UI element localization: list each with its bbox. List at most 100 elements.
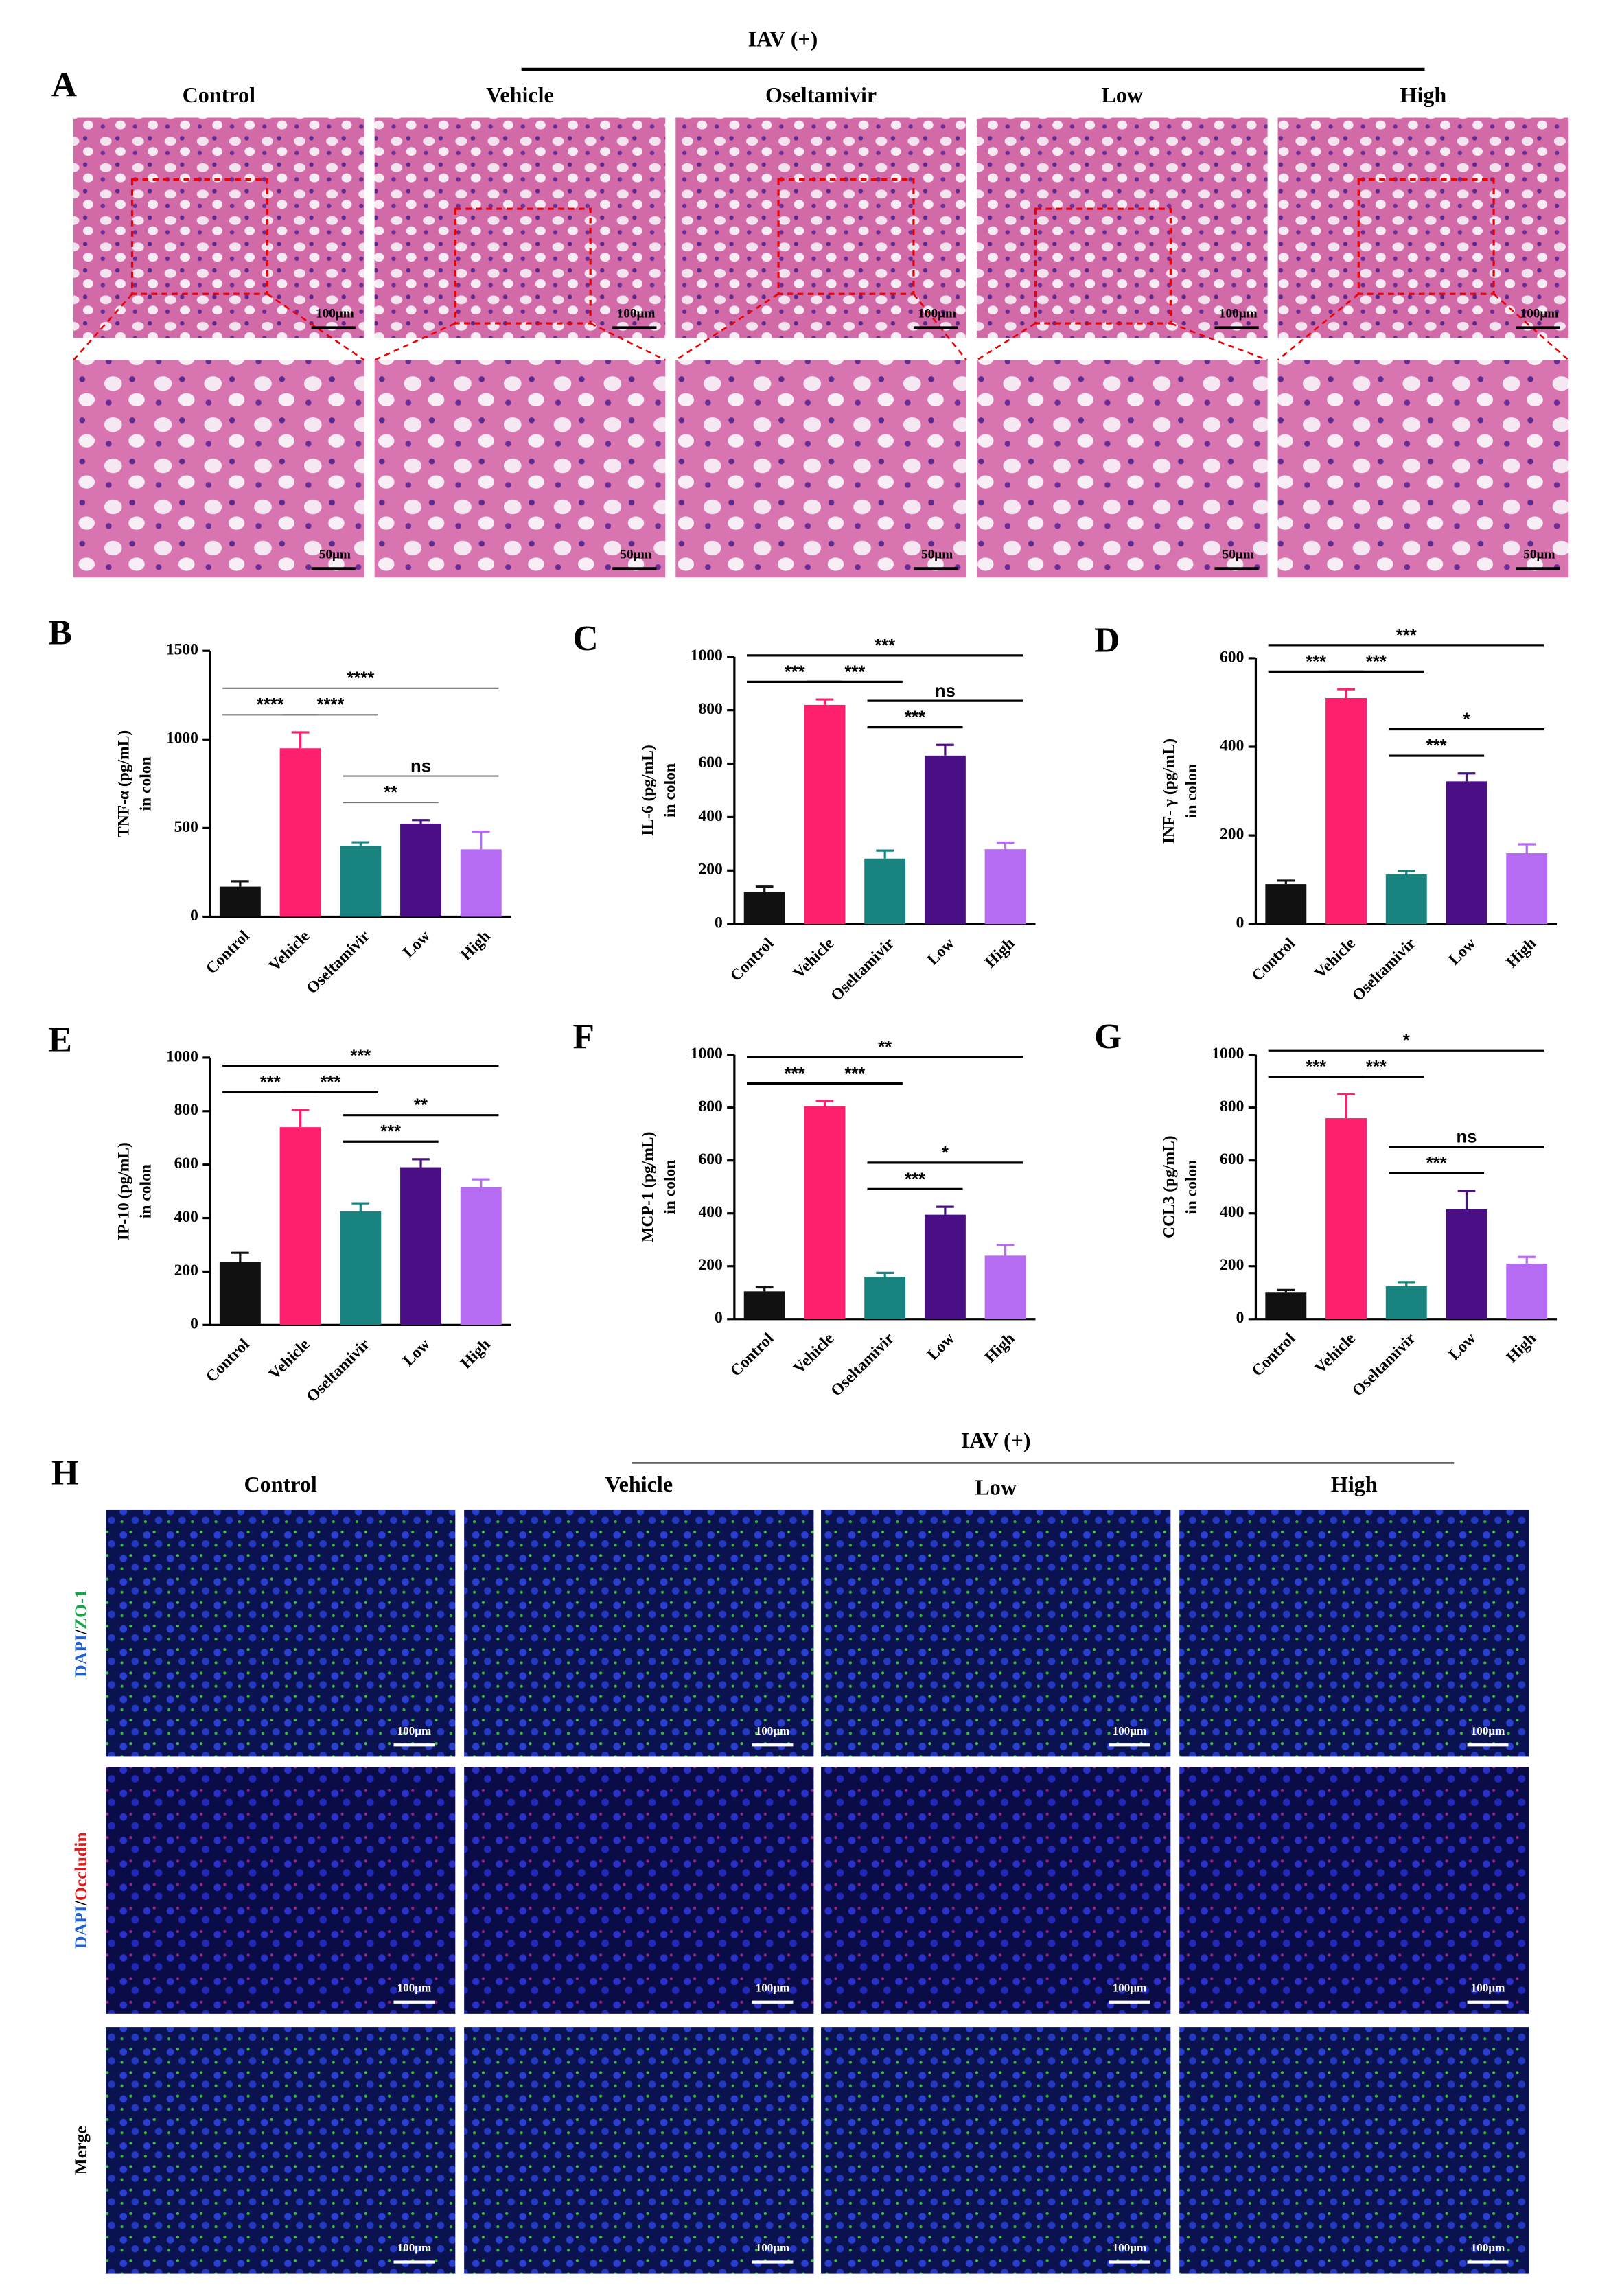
- y-tick-label: 0: [190, 1315, 198, 1333]
- significance-label: **: [384, 783, 397, 802]
- significance-label: ***: [785, 1064, 805, 1083]
- column-label: Oseltamivir: [765, 82, 877, 107]
- bar: [1506, 853, 1548, 925]
- bar: [460, 849, 502, 917]
- y-tick-label: 800: [698, 1098, 722, 1115]
- y-tick-label: 1500: [166, 641, 198, 659]
- panel-letter: G: [1094, 1017, 1122, 1056]
- group-label: IAV (+): [748, 27, 818, 51]
- he-image: [1277, 117, 1569, 338]
- bar: [924, 1214, 966, 1319]
- x-tick-label: Oseltamivir: [303, 927, 373, 997]
- group-label: IAV (+): [961, 1428, 1031, 1452]
- he-image: [73, 117, 364, 338]
- bar: [804, 1106, 846, 1319]
- zoom-box: [454, 207, 592, 325]
- scale-label: 100μm: [918, 307, 956, 321]
- scale-label: 50μm: [620, 548, 651, 562]
- significance-label: ***: [260, 1073, 281, 1092]
- column-label: Low: [975, 1474, 1017, 1499]
- x-tick-label: Low: [924, 935, 958, 969]
- x-tick-label: Vehicle: [266, 1336, 313, 1383]
- column-label: Vehicle: [486, 82, 554, 107]
- zoom-line: [266, 293, 365, 361]
- significance-label: **: [414, 1096, 428, 1115]
- column-label: Low: [1101, 82, 1143, 107]
- y-tick-label: 600: [1220, 1150, 1244, 1168]
- panel-letter: D: [1094, 621, 1120, 660]
- row-label-part: DAPI: [71, 1905, 91, 1949]
- scale-label: 100μm: [397, 2241, 432, 2254]
- column-label: Control: [183, 82, 255, 107]
- x-tick-label: Control: [727, 934, 778, 985]
- significance-label: ***: [1306, 652, 1326, 671]
- he-image-zoom: [1277, 360, 1569, 578]
- significance-label: ns: [1457, 1128, 1477, 1147]
- significance-label: ***: [844, 662, 865, 682]
- bar: [460, 1187, 502, 1325]
- panel-letter: B: [49, 614, 72, 653]
- column-label: High: [1400, 82, 1446, 107]
- y-tick-label: 0: [715, 914, 723, 932]
- significance-label: ****: [316, 695, 344, 715]
- y-tick-label: 400: [1220, 737, 1244, 754]
- significance-label: **: [878, 1038, 892, 1057]
- significance-label: ***: [1396, 626, 1417, 645]
- x-tick-label: Control: [202, 1335, 253, 1386]
- y-axis-label: in colon: [137, 1164, 154, 1218]
- y-tick-label: 800: [174, 1101, 198, 1119]
- x-tick-label: Vehicle: [790, 935, 837, 982]
- row-label-part: Merge: [71, 2126, 91, 2175]
- scale-label: 100μm: [1471, 1724, 1505, 1737]
- bar: [804, 704, 846, 925]
- significance-label: ***: [1366, 1058, 1387, 1077]
- significance-label: *: [942, 1144, 949, 1163]
- y-axis-label: INF- γ (pg/mL): [1161, 739, 1179, 844]
- bar: [1446, 1209, 1487, 1319]
- y-tick-label: 500: [174, 818, 198, 836]
- y-tick-label: 600: [174, 1155, 198, 1172]
- fluorescence-image: [464, 1509, 814, 1757]
- scale-label: 100μm: [1471, 1981, 1505, 1994]
- fluorescence-image: [1179, 2027, 1529, 2274]
- column-label: Vehicle: [605, 1472, 673, 1496]
- y-tick-label: 200: [1220, 826, 1244, 844]
- y-tick-label: 0: [1236, 914, 1244, 932]
- he-image-zoom: [374, 360, 666, 578]
- row-label: Merge: [71, 2126, 91, 2175]
- x-tick-label: High: [982, 1330, 1019, 1367]
- zoom-box: [1357, 178, 1495, 295]
- x-tick-label: Oseltamivir: [303, 1336, 373, 1406]
- row-label: DAPI/ZO-1: [71, 1590, 91, 1678]
- significance-label: ***: [1426, 737, 1447, 756]
- significance-label: ****: [257, 695, 284, 715]
- significance-label: *: [1463, 710, 1470, 729]
- y-tick-label: 400: [1220, 1203, 1244, 1221]
- row-label-part: /: [71, 1900, 91, 1906]
- bar: [219, 886, 261, 917]
- zoom-line: [1277, 293, 1360, 361]
- y-tick-label: 200: [698, 861, 722, 879]
- zoom-box: [777, 178, 915, 295]
- x-tick-label: High: [982, 935, 1019, 972]
- x-tick-label: Oseltamivir: [1349, 1330, 1419, 1400]
- bar: [1446, 781, 1487, 925]
- row-label-part: ZO-1: [71, 1590, 91, 1630]
- x-tick-label: High: [457, 1336, 494, 1373]
- fluorescence-image: [106, 1767, 456, 2014]
- he-image: [374, 117, 666, 338]
- fluorescence-image: [106, 1509, 456, 1757]
- fluorescence-image: [1179, 1509, 1529, 1757]
- y-axis-label: in colon: [661, 763, 679, 817]
- bar: [743, 1291, 785, 1319]
- x-tick-label: Low: [924, 1330, 958, 1364]
- x-tick-label: Low: [400, 927, 434, 962]
- x-tick-label: High: [457, 927, 494, 964]
- zoom-line: [1170, 322, 1269, 361]
- zoom-line: [976, 322, 1037, 361]
- x-tick-label: High: [1503, 1330, 1540, 1367]
- y-axis-label: MCP-1 (pg/mL): [639, 1132, 657, 1242]
- y-tick-label: 1000: [691, 1045, 723, 1063]
- significance-label: ***: [320, 1073, 340, 1092]
